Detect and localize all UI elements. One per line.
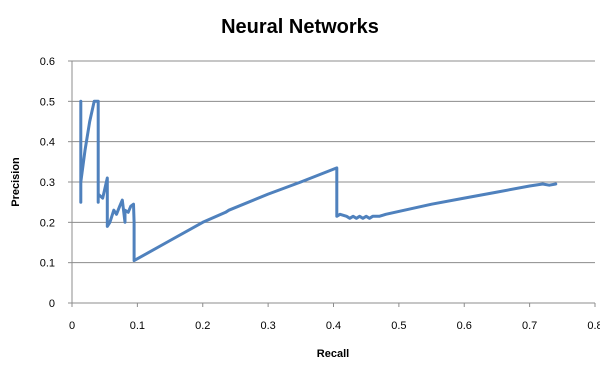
x-axis-title: Recall xyxy=(317,348,349,360)
x-tick-label: 0.1 xyxy=(130,320,145,332)
series-line xyxy=(79,99,558,263)
y-axis-title: Precision xyxy=(10,157,22,207)
y-tick-label: 0 xyxy=(49,298,55,310)
gridlines xyxy=(72,60,595,264)
y-tick-label: 0.1 xyxy=(40,258,55,270)
x-tick-label: 0 xyxy=(69,320,75,332)
x-tick-label: 0.8 xyxy=(587,320,600,332)
y-tick-label: 0.4 xyxy=(40,137,55,149)
x-tick-label: 0.3 xyxy=(260,320,275,332)
x-tick-label: 0.4 xyxy=(326,320,341,332)
x-axis-tick-labels: 0 0.1 0.2 0.3 0.4 0.5 0.6 0.7 0.8 xyxy=(69,303,600,332)
data-series xyxy=(79,99,558,263)
x-tick-label: 0.7 xyxy=(522,320,537,332)
y-tick-label: 0.3 xyxy=(40,177,55,189)
y-tick-label: 0.6 xyxy=(40,56,55,68)
x-tick-label: 0.5 xyxy=(391,320,406,332)
x-tick-label: 0.2 xyxy=(195,320,210,332)
y-tick-label: 0.2 xyxy=(40,217,55,229)
chart-title: Neural Networks xyxy=(221,16,379,38)
x-tick-label: 0.6 xyxy=(457,320,472,332)
y-tick-label: 0.5 xyxy=(40,96,55,108)
y-axis-tick-labels: 0 0.1 0.2 0.3 0.4 0.5 0.6 xyxy=(40,56,72,310)
